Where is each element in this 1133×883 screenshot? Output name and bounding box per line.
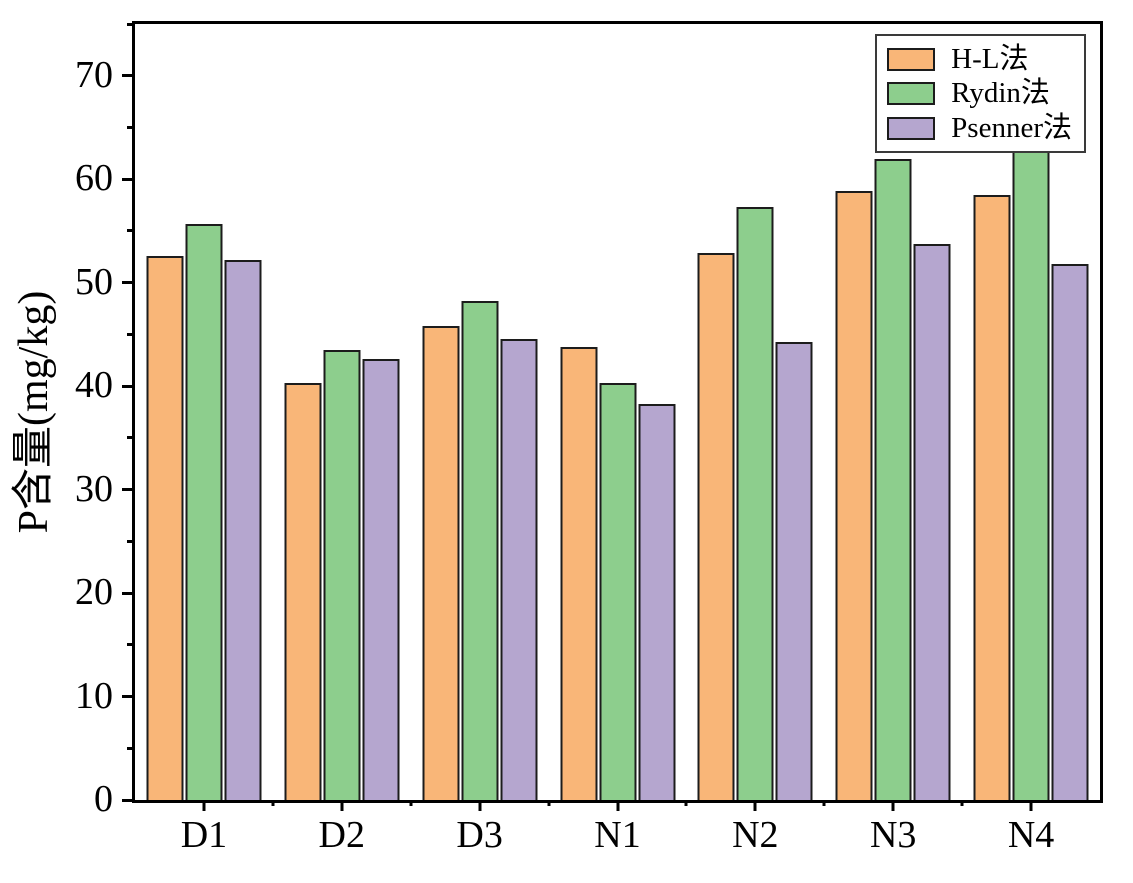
bar-series1-N4 <box>973 194 1011 800</box>
legend: H-L法 Rydin法 Psenner法 <box>875 34 1086 154</box>
bar-series2-D3 <box>461 301 499 800</box>
x-axis-category-label: D3 <box>456 814 503 856</box>
legend-item: H-L法 <box>887 44 1072 74</box>
plot-area: 0 10 20 30 40 50 60 70 D1 D2 D3 N1 N2 N3 N4 H-L法 Rydin… <box>75 21 1103 854</box>
y-axis-tick-major <box>122 74 135 78</box>
y-axis-tick-minor <box>127 332 135 336</box>
bar-series2-N4 <box>1012 133 1050 800</box>
x-axis-tick-major <box>340 800 344 811</box>
legend-swatch-icon <box>887 116 936 140</box>
bar-series3-N1 <box>638 403 675 800</box>
y-axis-tick-label: 40 <box>75 364 113 407</box>
bar-series2-D2 <box>323 349 361 800</box>
x-axis-tick-minor <box>684 800 688 806</box>
x-axis-category-label: N2 <box>732 814 779 856</box>
bar-series1-D2 <box>284 383 322 800</box>
x-axis-tick-major <box>753 800 757 811</box>
x-axis-category-label: N4 <box>1007 814 1055 856</box>
y-axis-tick-major <box>122 591 135 595</box>
x-axis-category-label: D1 <box>180 814 228 856</box>
bar-series3-N2 <box>775 341 813 800</box>
bar-series3-N4 <box>1051 264 1089 800</box>
bar-series1-D1 <box>146 255 184 800</box>
y-axis-tick-label: 50 <box>75 260 113 303</box>
y-axis-tick-label: 10 <box>75 674 113 717</box>
bar-group-D2 <box>283 24 400 800</box>
y-axis-tick-major <box>122 488 135 492</box>
y-axis-tick-major <box>122 177 135 181</box>
legend-swatch-icon <box>887 47 936 71</box>
y-axis-tick-minor <box>127 643 135 647</box>
bar-series1-N3 <box>835 190 873 800</box>
y-axis-tick-label: 30 <box>75 467 113 510</box>
legend-swatch-icon <box>887 82 936 106</box>
x-axis-tick-minor <box>547 800 551 806</box>
y-axis-tick-minor <box>127 229 135 233</box>
bar-group-N2 <box>697 24 814 800</box>
y-axis-tick-minor <box>127 539 135 543</box>
y-axis-tick-major <box>122 281 135 285</box>
y-axis-tick-major <box>122 695 135 699</box>
bar-group-D1 <box>145 24 262 800</box>
bar-series2-N3 <box>874 158 912 800</box>
x-axis-category-label: N3 <box>869 814 917 856</box>
x-axis-tick-minor <box>271 800 275 806</box>
bar-series2-N2 <box>736 207 774 800</box>
legend-item: Rydin法 <box>887 77 1072 110</box>
x-axis-tick-major <box>1029 800 1033 811</box>
bar-series3-D3 <box>500 338 538 800</box>
y-axis-tick-label: 60 <box>75 157 113 200</box>
x-axis-category-label: D2 <box>318 814 366 856</box>
y-axis-tick-minor <box>127 436 135 440</box>
y-axis-tick-minor <box>127 22 135 26</box>
bar-series3-N3 <box>913 244 951 800</box>
legend-label: Rydin法 <box>951 77 1050 110</box>
bar-series2-N1 <box>599 383 636 800</box>
bar-series3-D1 <box>224 259 262 800</box>
y-axis-tick-label: 20 <box>75 571 113 614</box>
x-axis-tick-minor <box>409 800 413 806</box>
x-axis-tick-minor <box>822 800 826 806</box>
y-axis-tick-minor <box>127 125 135 129</box>
x-axis-tick-minor <box>960 800 964 806</box>
legend-item: Psenner法 <box>887 111 1072 144</box>
bar-group-N1 <box>559 24 676 800</box>
y-axis-tick-label: 0 <box>94 778 113 821</box>
y-axis-tick-minor <box>127 746 135 750</box>
x-axis-tick-major <box>202 800 206 811</box>
y-axis-tick-label: 70 <box>75 53 113 96</box>
y-axis-tick-major <box>122 384 135 388</box>
bar-series1-N1 <box>560 346 597 800</box>
bar-series1-N2 <box>697 252 735 800</box>
bar-group-N3 <box>835 24 952 800</box>
legend-label: H-L法 <box>951 43 1029 75</box>
legend-label: Psenner法 <box>951 111 1072 144</box>
bar-group-N4 <box>973 24 1090 800</box>
bar-series1-D3 <box>422 326 460 800</box>
y-axis-title: P含量(mg/kg) <box>11 290 57 534</box>
x-axis-tick-major <box>616 800 619 811</box>
x-axis-tick-major <box>478 800 482 811</box>
bars-layer <box>135 24 1100 800</box>
y-axis-tick-major <box>122 798 135 802</box>
bar-series3-D2 <box>362 359 400 800</box>
x-axis-category-label: N1 <box>594 814 641 856</box>
x-axis-tick-major <box>891 800 895 811</box>
bar-series2-D1 <box>185 223 223 800</box>
bar-group-D3 <box>421 24 538 800</box>
